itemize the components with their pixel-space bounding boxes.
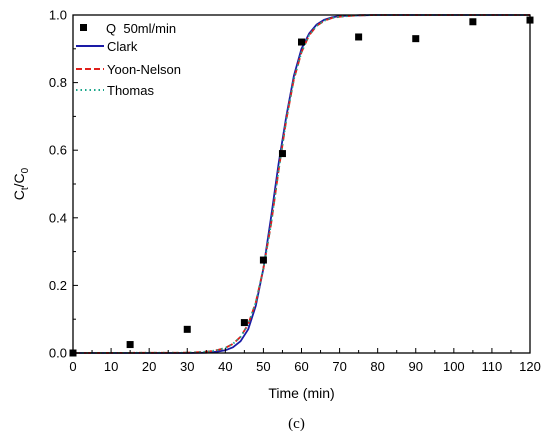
data-point bbox=[298, 38, 305, 46]
x-tick-label: 70 bbox=[332, 359, 346, 374]
y-tick-label: 0.0 bbox=[49, 346, 67, 361]
data-point bbox=[278, 150, 286, 158]
data-point bbox=[355, 33, 363, 41]
data-point bbox=[183, 325, 191, 333]
x-axis-ticks: 0 10 20 30 40 50 60 70 80 90 100 110 120 bbox=[69, 348, 541, 374]
y-tick-label: 0.2 bbox=[49, 278, 67, 293]
x-tick-label: 30 bbox=[180, 359, 194, 374]
x-axis-title: Time (min) bbox=[268, 385, 334, 401]
legend-scatter-label: Q 50ml/min bbox=[106, 21, 176, 36]
x-tick-label: 110 bbox=[482, 359, 503, 374]
legend-yoon-nelson-label: Yoon-Nelson bbox=[107, 62, 181, 77]
x-tick-label: 100 bbox=[443, 359, 465, 374]
y-tick-label: 0.4 bbox=[49, 210, 67, 225]
data-point bbox=[412, 35, 420, 43]
y-tick-label: 1.0 bbox=[49, 8, 67, 23]
x-tick-label: 0 bbox=[69, 359, 76, 374]
y-axis-title: Ct/C0 bbox=[11, 167, 31, 200]
legend-clark-label: Clark bbox=[107, 39, 138, 54]
data-point bbox=[259, 256, 267, 264]
y-axis-title-slash: /C bbox=[11, 173, 27, 187]
x-tick-label: 80 bbox=[370, 359, 384, 374]
y-tick-label: 0.6 bbox=[49, 143, 67, 158]
y-axis-title-sub2: 0 bbox=[20, 167, 31, 173]
legend-scatter-marker bbox=[80, 24, 87, 31]
data-point bbox=[126, 341, 134, 349]
data-point bbox=[469, 18, 477, 26]
y-axis-title-main: C bbox=[11, 190, 27, 200]
y-axis-title-sub1: t bbox=[20, 187, 31, 190]
data-point bbox=[240, 319, 248, 327]
x-tick-label: 40 bbox=[218, 359, 232, 374]
x-tick-label: 10 bbox=[104, 359, 118, 374]
legend: Q 50ml/min Clark Yoon-Nelson Thomas bbox=[76, 21, 181, 98]
x-tick-label: 120 bbox=[519, 359, 541, 374]
panel-label: (c) bbox=[288, 416, 305, 432]
legend-thomas-label: Thomas bbox=[107, 83, 154, 98]
x-tick-label: 90 bbox=[409, 359, 423, 374]
x-tick-label: 50 bbox=[256, 359, 270, 374]
y-tick-label: 0.8 bbox=[49, 75, 67, 90]
x-tick-label: 60 bbox=[294, 359, 308, 374]
y-axis-ticks: 0.0 0.2 0.4 0.6 0.8 1.0 bbox=[49, 8, 78, 361]
x-tick-label: 20 bbox=[142, 359, 156, 374]
